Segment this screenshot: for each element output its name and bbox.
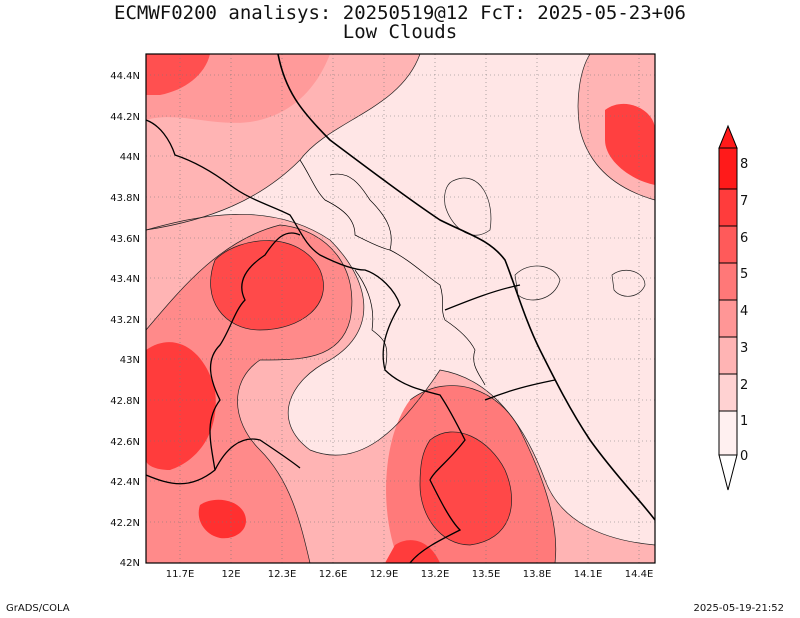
- y-tick-label: 43.4N: [110, 274, 140, 285]
- core-south: [385, 540, 440, 563]
- core-north-east: [605, 103, 655, 185]
- y-tick-label: 42.8N: [110, 396, 140, 407]
- colorbar-label: 7: [740, 194, 748, 209]
- core-west: [146, 342, 216, 470]
- y-tick-label: 42.6N: [110, 437, 140, 448]
- x-tick-label: 12.3E: [268, 569, 297, 580]
- colorbar-label: 0: [740, 449, 748, 464]
- x-tick-label: 14.4E: [625, 569, 654, 580]
- colorbar-bottom-arrow: [718, 454, 738, 491]
- contour-lines: [146, 54, 655, 563]
- region-border-1: [146, 119, 466, 563]
- x-axis: 11.7E 12E 12.3E 12.6E 12.9E 13.2E 13.5E …: [166, 569, 654, 580]
- colorbar-band: [718, 225, 738, 264]
- y-tick-label: 43.2N: [110, 315, 140, 326]
- y-tick-label: 43.8N: [110, 193, 140, 204]
- title-line-2: Low Clouds: [342, 21, 458, 43]
- region-border-3: [209, 232, 301, 471]
- y-tick-label: 44N: [120, 152, 140, 163]
- x-tick-label: 14.1E: [574, 569, 603, 580]
- y-tick-label: 42.4N: [110, 477, 140, 488]
- core-south-east: [420, 431, 512, 545]
- colorbar-label: 2: [740, 378, 748, 393]
- borders: [146, 54, 655, 563]
- y-tick-label: 42N: [120, 558, 140, 569]
- colorbar-top-arrow: [718, 124, 738, 149]
- colorbar-band: [718, 299, 738, 338]
- footer-credit: GrADS/COLA: [6, 603, 70, 614]
- contour-field: [146, 54, 655, 563]
- colorbar-band: [718, 373, 738, 412]
- title-line-1: ECMWF0200 analisys: 20250519@12 FcT: 202…: [114, 2, 686, 24]
- colorbar-label: 4: [740, 304, 748, 319]
- colorbar-label: 5: [740, 267, 748, 282]
- colorbar-band: [718, 188, 738, 227]
- y-tick-label: 43N: [120, 355, 140, 366]
- y-tick-label: 42.2N: [110, 518, 140, 529]
- colorbar-label: 8: [740, 157, 748, 172]
- coastline: [277, 54, 655, 521]
- x-tick-label: 13.8E: [523, 569, 552, 580]
- y-tick-label: 43.6N: [110, 234, 140, 245]
- core-south-west: [198, 499, 246, 539]
- x-tick-label: 13.5E: [472, 569, 501, 580]
- colorbar-label: 3: [740, 341, 748, 356]
- y-tick-label: 44.2N: [110, 112, 140, 123]
- colorbar-label: 6: [740, 231, 748, 246]
- colorbar-band: [718, 147, 738, 190]
- y-axis: 44.4N 44.2N 44N 43.8N 43.6N 43.4N 43.2N …: [110, 71, 140, 569]
- province-border-2: [299, 159, 391, 251]
- colorbar-band: [718, 262, 738, 301]
- x-tick-label: 12.9E: [370, 569, 399, 580]
- x-tick-label: 12E: [221, 569, 240, 580]
- graticule: [146, 54, 655, 563]
- footer-timestamp: 2025-05-19-21:52: [693, 603, 784, 614]
- plot-frame: [145, 53, 656, 564]
- core-north-west: [146, 54, 210, 95]
- x-tick-label: 12.6E: [319, 569, 348, 580]
- colorbar-band: [718, 336, 738, 375]
- region-border-4: [484, 379, 556, 401]
- y-tick-label: 44.4N: [110, 71, 140, 82]
- region-border-2: [146, 438, 301, 485]
- region-border-5: [444, 284, 521, 311]
- province-border-1: [329, 173, 486, 386]
- province-border-3: [354, 269, 388, 371]
- colorbar: 8 7 6 5 4 3 2 1 0: [718, 124, 748, 491]
- x-tick-label: 11.7E: [166, 569, 195, 580]
- x-tick-label: 13.2E: [421, 569, 450, 580]
- colorbar-band: [718, 410, 738, 456]
- colorbar-label: 1: [740, 414, 748, 429]
